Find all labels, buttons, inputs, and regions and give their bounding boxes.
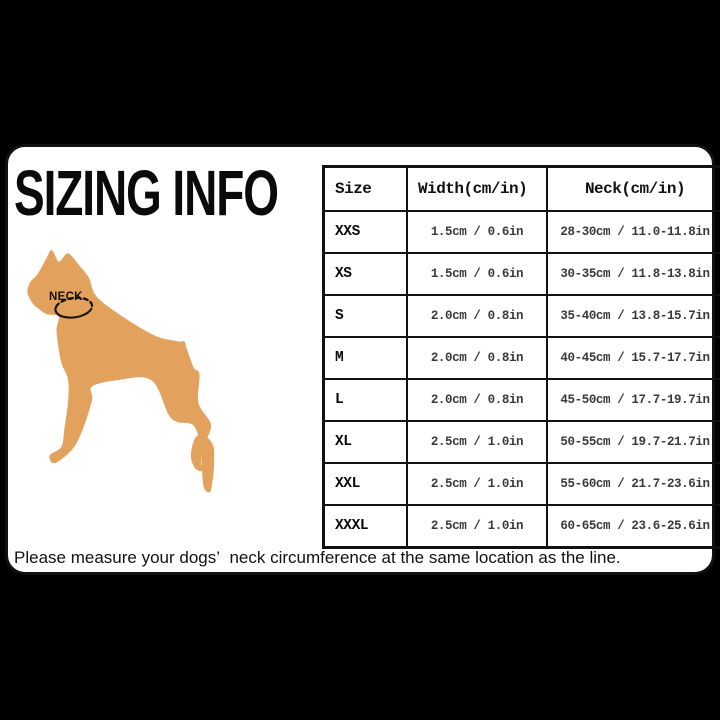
- svg-text:NECK: NECK: [49, 291, 83, 303]
